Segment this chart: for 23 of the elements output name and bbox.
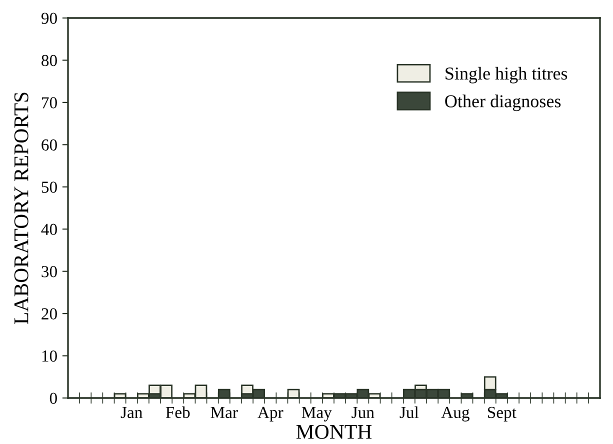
legend-label: Other diagnoses (445, 94, 561, 112)
y-tick-label: 50 (42, 182, 57, 193)
x-tick-label: Aug (441, 406, 470, 422)
x-tick-label: Jan (120, 406, 142, 418)
legend-label: Single high titres (446, 66, 568, 84)
x-tick-label: Jul (400, 406, 419, 418)
x-tick-label: Jun (352, 406, 374, 418)
x-tick-label: Feb (166, 406, 190, 418)
x-tick-label: Apr (258, 406, 284, 422)
y-tick-label: 20 (42, 308, 57, 320)
y-tick-label: 60 (42, 139, 57, 151)
x-tick-label: Mar (210, 406, 238, 418)
y-tick-label: 40 (41, 224, 57, 236)
y-tick-label: 30 (42, 266, 57, 278)
x-axis-title: MONTH (296, 424, 372, 439)
x-tick-label: May (302, 406, 332, 422)
y-tick-label: 90 (41, 12, 57, 24)
y-tick-label: 0 (50, 392, 57, 404)
x-tick-label: Sept (488, 406, 516, 422)
y-tick-label: 70 (42, 97, 57, 108)
y-axis-title: LABORATORY REPORTS (14, 92, 28, 324)
y-tick-label: 80 (42, 54, 57, 66)
y-tick-label: 10 (42, 350, 57, 362)
